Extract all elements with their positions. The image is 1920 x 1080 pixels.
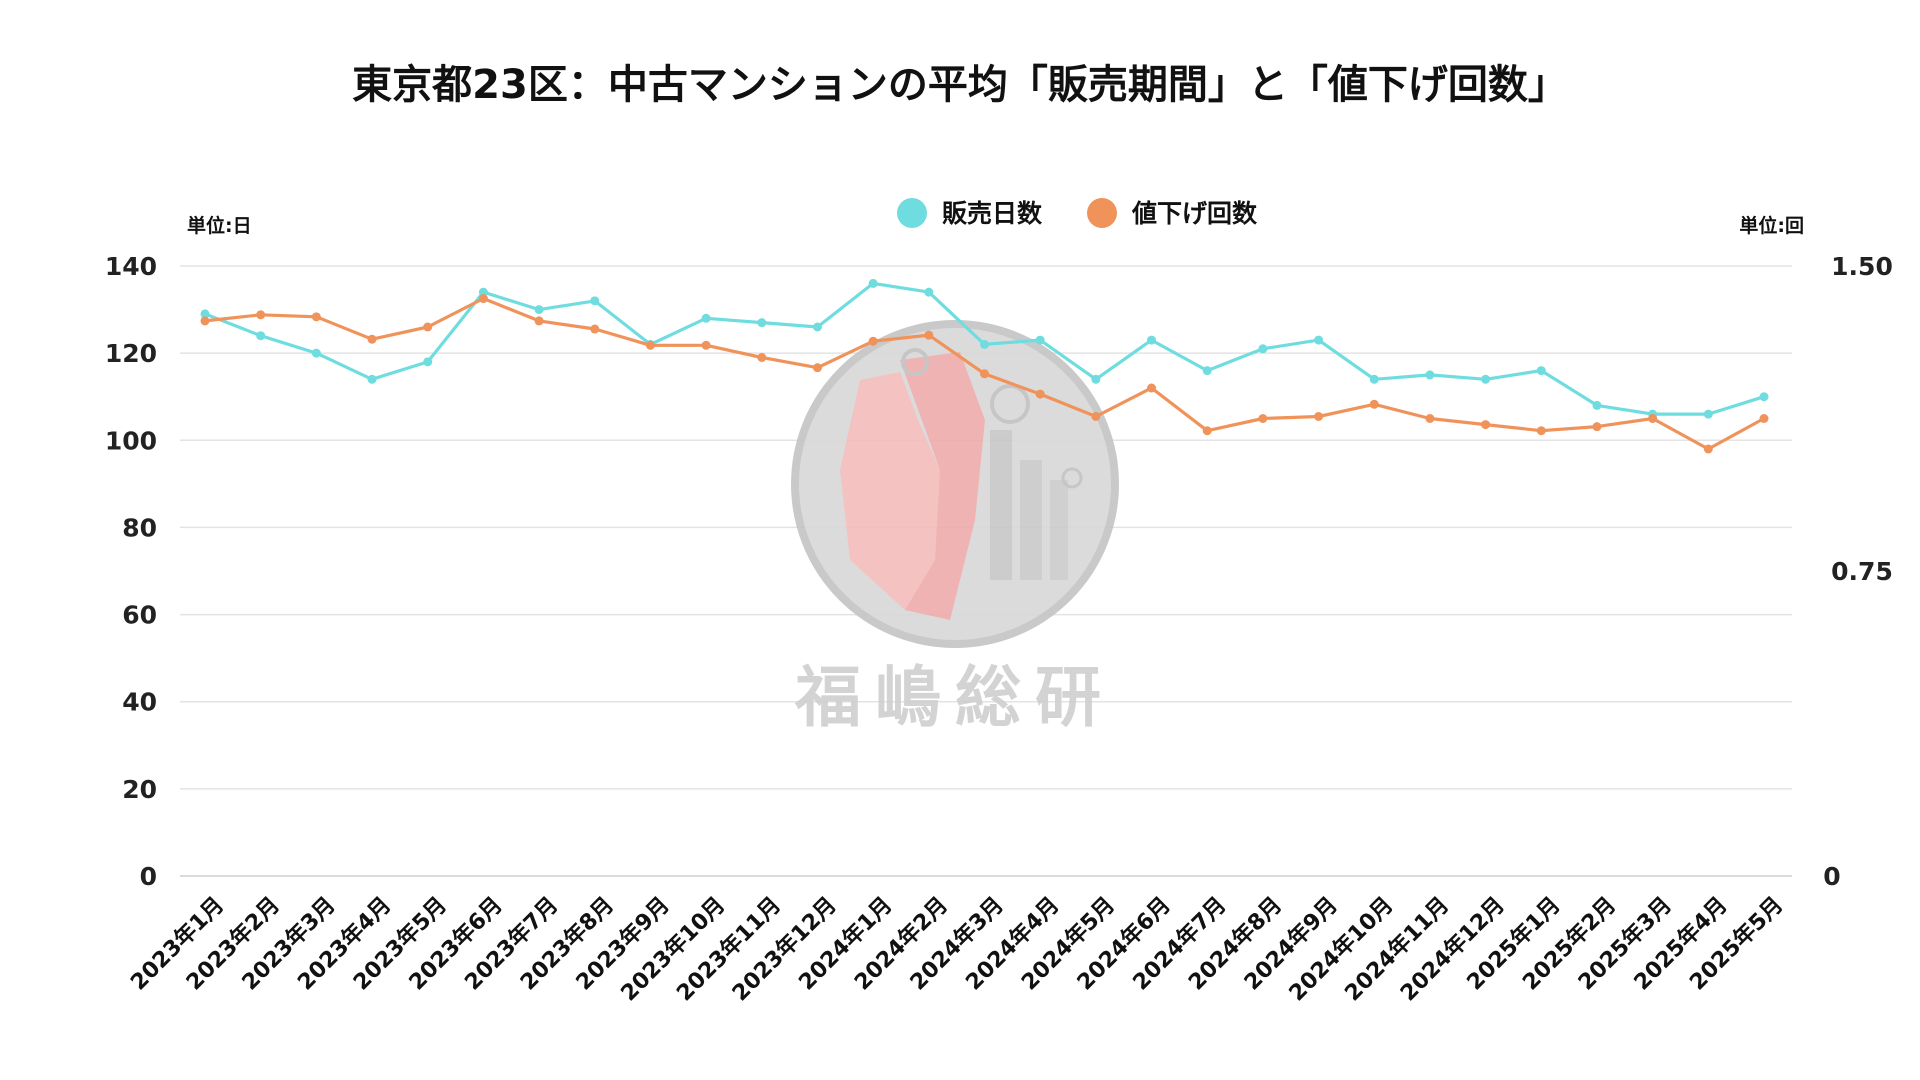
left-axis-tick-label: 80 <box>122 513 157 542</box>
right-axis-ticks: 0 0.75 1.50 <box>1823 252 1893 891</box>
series-1-point <box>812 322 822 332</box>
series-1-point <box>1759 392 1769 402</box>
series-1-point <box>1425 370 1435 380</box>
right-axis-tick-label: 1.50 <box>1831 252 1893 281</box>
series-1-point <box>701 313 711 323</box>
series-2-point <box>1035 389 1045 399</box>
legend-swatch-1 <box>897 198 927 228</box>
left-axis-tick-label: 40 <box>122 688 157 717</box>
series-2-point <box>200 316 210 326</box>
series-1-point <box>367 374 377 384</box>
series-2-point <box>590 324 600 334</box>
series-2-point <box>812 363 822 373</box>
left-axis-tick-label: 100 <box>105 426 157 455</box>
series-1-point <box>1091 374 1101 384</box>
series-1-point <box>478 287 488 297</box>
series-2-point <box>478 294 488 304</box>
left-axis-tick-label: 140 <box>105 252 157 281</box>
series-1-point <box>1258 344 1268 354</box>
series-2-point <box>1481 420 1491 430</box>
series-1-point <box>1592 400 1602 410</box>
chart-title: 東京都23区：中古マンションの平均「販売期間」と「値下げ回数」 <box>352 62 1568 108</box>
series-1-point <box>1369 374 1379 384</box>
series-1-point <box>1314 335 1324 345</box>
series-2-point <box>1314 411 1324 421</box>
left-axis-ticks: 0 20 40 60 80 100 120 140 <box>105 252 157 891</box>
series-1-point <box>1536 366 1546 376</box>
legend-label-1: 販売日数 <box>942 199 1043 228</box>
series-1-point <box>1481 374 1491 384</box>
series-2-point <box>1091 411 1101 421</box>
right-axis-tick-label: 0 <box>1823 862 1840 891</box>
right-axis-tick-label: 0.75 <box>1831 557 1893 586</box>
series-1-point <box>980 339 989 349</box>
left-axis-tick-label: 120 <box>105 339 157 368</box>
watermark-text: 福嶋総研 <box>794 659 1115 736</box>
series-1-point <box>868 278 878 288</box>
left-axis-tick-label: 0 <box>140 862 157 891</box>
series-1-point <box>1035 335 1045 345</box>
series-1-point <box>1703 409 1713 419</box>
left-axis-tick-label: 20 <box>122 775 157 804</box>
series-2-point <box>645 340 655 350</box>
series-2-point <box>1147 383 1157 393</box>
series-2-point <box>924 330 934 340</box>
legend: 販売日数 値下げ回数 <box>897 198 1258 228</box>
series-1-point <box>200 309 210 319</box>
series-2-point <box>701 340 711 350</box>
series-1-point <box>1147 335 1157 345</box>
series-2-point <box>1536 426 1546 436</box>
series-1-point <box>590 296 600 306</box>
series-2-point <box>757 353 767 362</box>
series-1-point <box>924 287 934 297</box>
x-axis-ticks: 2023年1月2023年2月2023年3月2023年4月2023年5月2023年… <box>126 892 1789 1006</box>
series-layer <box>200 278 1769 454</box>
series-2-point <box>1425 414 1435 423</box>
series-2-point <box>1703 444 1713 454</box>
series-2-point <box>534 316 544 326</box>
series-2-point <box>256 310 266 320</box>
series-2-point <box>311 312 321 322</box>
series-2-point <box>868 336 878 346</box>
series-2-point <box>1592 422 1602 432</box>
series-2-point <box>1202 426 1212 436</box>
legend-swatch-2 <box>1087 198 1117 228</box>
left-axis-unit: 単位:日 <box>187 214 252 237</box>
watermark-logo: 福嶋総研 <box>791 320 1119 736</box>
series-2-point <box>1258 414 1268 423</box>
series-2-point <box>1648 414 1658 423</box>
series-1-point <box>256 331 266 341</box>
right-axis-unit: 単位:回 <box>1739 214 1804 237</box>
series-2-point <box>367 334 377 344</box>
series-1-point <box>423 357 433 367</box>
series-1-point <box>311 348 321 358</box>
series-2-point <box>980 369 989 379</box>
left-axis-tick-label: 60 <box>122 601 157 630</box>
series-1-point <box>757 318 767 328</box>
series-2-point <box>1369 399 1379 409</box>
series-2-point <box>423 322 433 332</box>
series-1-point <box>534 305 544 315</box>
series-1-point <box>1202 366 1212 376</box>
legend-label-2: 値下げ回数 <box>1131 199 1258 228</box>
series-2-point <box>1759 414 1769 423</box>
